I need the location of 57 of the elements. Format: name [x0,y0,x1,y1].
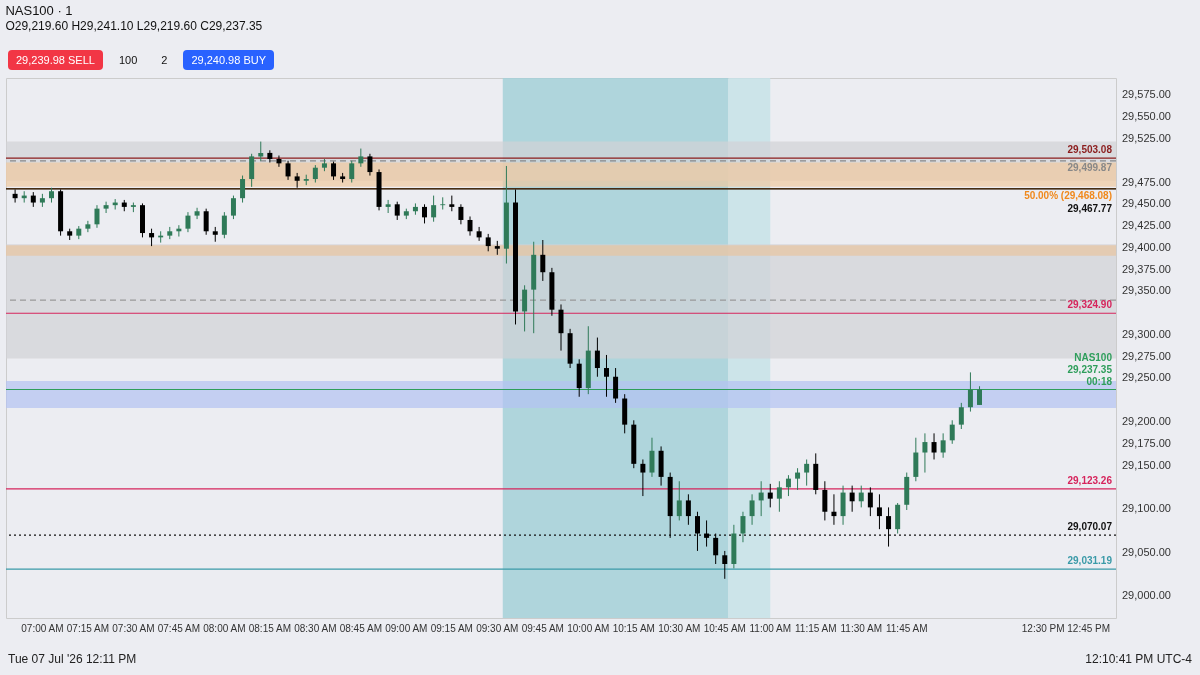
x-tick-label: 10:15 AM [612,623,655,634]
x-tick-label: 11:15 AM [795,623,837,634]
x-tick-label: 08:00 AM [203,623,246,634]
ref-line-label: 29,123.26 [1067,474,1113,486]
text: 100 [117,53,139,68]
y-tick-label: 29,550.00 [1122,110,1171,123]
text: 29,239.98 SELL [8,50,103,70]
y-tick-label: 29,425.00 [1122,219,1171,232]
chart-subtitle: O29,219.60 H29,241.10 L29,219.60 C29,237.35 [5,19,263,33]
y-tick-label: 29,350.00 [1122,284,1171,297]
y-tick-label: 29,175.00 [1122,436,1171,449]
y-tick-label: 29,575.00 [1122,88,1171,101]
y-tick-label: 29,400.00 [1122,240,1171,253]
y-tick-label: 29,375.00 [1122,262,1171,275]
x-tick-label: 12:30 PM [1021,623,1065,634]
x-tick-label: 10:30 AM [658,623,701,634]
x-tick-label: 07:15 AM [66,623,110,634]
ref-line-label: 50.00% (29,468.08) [1024,189,1112,201]
x-tick-label: 08:15 AM [248,623,291,634]
y-tick-label: 29,450.00 [1122,197,1171,210]
chart-title: NAS100 · 1 [5,3,73,18]
y-tick-label: 29,275.00 [1122,349,1171,362]
ref-line-label: 29,467.77 [1067,202,1113,214]
x-tick-label: 08:45 AM [339,623,382,634]
x-tick-label: 07:30 AM [112,623,155,634]
x-tick-label: 09:00 AM [385,623,428,634]
x-tick-label: 09:15 AM [430,623,473,634]
y-tick-label: 29,150.00 [1122,458,1171,471]
y-tick-label: 29,250.00 [1122,371,1171,384]
y-tick-label: 29,000.00 [1122,589,1171,602]
x-tick-label: 08:30 AM [294,623,337,634]
x-tick-label: 10:00 AM [567,623,610,634]
x-tick-label: 10:45 AM [703,623,746,634]
y-tick-label: 29,525.00 [1122,131,1171,144]
text: 12:10:41 PM UTC-4 [1085,652,1192,666]
x-tick-label: 07:45 AM [157,623,200,634]
x-tick-label: 11:30 AM [840,623,882,634]
ref-line-label: 29,503.08 [1067,144,1113,156]
y-tick-label: 29,050.00 [1122,545,1171,558]
ref-line-label: 29,031.19 [1067,555,1113,567]
ref-line-label: NAS100 29,237.35 00:18 [1067,351,1113,387]
y-tick-label: 29,100.00 [1122,502,1171,515]
x-tick-label: 12:45 PM [1067,623,1111,634]
ref-line-label: 29,070.07 [1067,521,1113,533]
y-tick-label: 29,200.00 [1122,415,1171,428]
y-tick-label: 29,300.00 [1122,327,1171,340]
ref-line-label: 29,499.87 [1067,161,1113,173]
x-tick-label: 09:45 AM [521,623,564,634]
x-tick-label: 11:45 AM [885,623,928,634]
x-tick-label: 07:00 AM [21,623,64,634]
text: 29,240.98 BUY [183,50,275,70]
y-tick-label: 29,475.00 [1122,175,1171,188]
ref-line-label: 29,324.90 [1067,299,1113,311]
x-tick-label: 09:30 AM [476,623,519,634]
text: Tue 07 Jul '26 12:11 PM [8,652,137,666]
text: 2 [160,53,169,68]
x-tick-label: 11:00 AM [749,623,792,634]
